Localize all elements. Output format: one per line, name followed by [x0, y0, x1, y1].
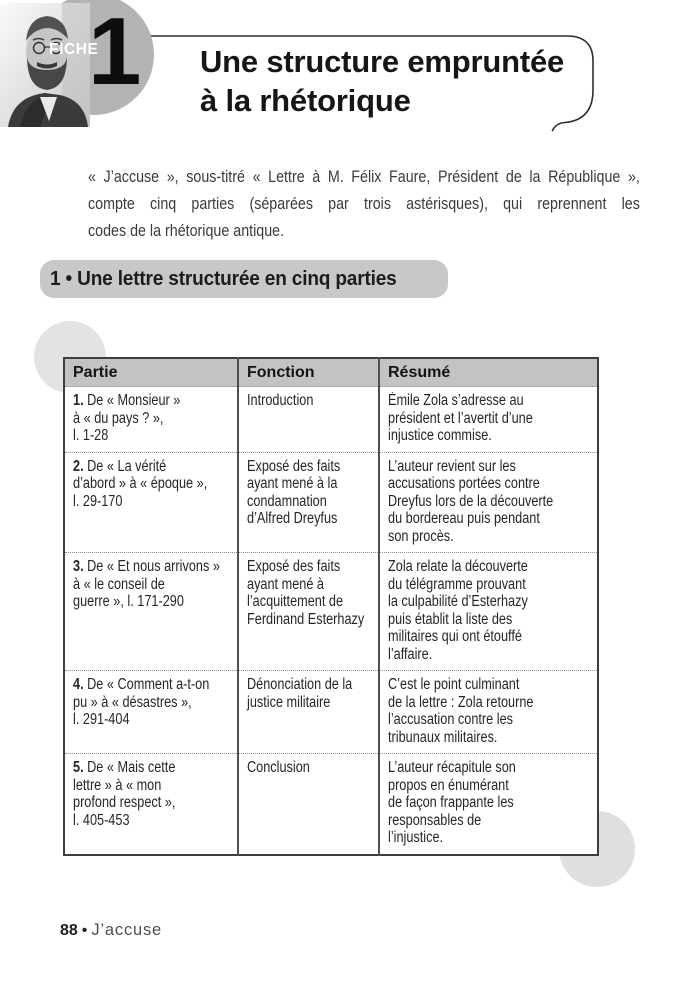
page-title: Une structure empruntée à la rhétorique: [200, 42, 564, 120]
fiche-number: 1: [88, 0, 142, 105]
cell-partie: 2. De « La vérité d’abord » à « époque »…: [64, 451, 238, 553]
cell-resume: Zola relate la découverte du télégramme …: [378, 552, 598, 671]
cell-fonction: Introduction: [237, 386, 379, 452]
structure-table-container: Partie Fonction Résumé 1. De « Monsieur …: [63, 357, 599, 856]
title-bubble-outline: [149, 35, 594, 132]
page-title-line2: à la rhétorique: [200, 83, 411, 118]
intro-line: « J’accuse », sous-titré « Lettre à M. F…: [88, 167, 640, 186]
page-footer: 88 • J’accuse: [60, 919, 162, 942]
table-row: 3. De « Et nous arrivons » à « le consei…: [64, 552, 598, 671]
cell-partie: 1. De « Monsieur » à « du pays ? », l. 1…: [64, 386, 238, 452]
fiche-label: FICHE: [49, 41, 99, 58]
row-number: 3.: [73, 558, 84, 575]
row-number: 1.: [73, 392, 84, 409]
row-number: 4.: [73, 676, 84, 693]
column-header-fonction: Fonction: [237, 358, 379, 387]
table-header-row: Partie Fonction Résumé: [64, 358, 598, 387]
cell-fonction: Dénonciation de la justice militaire: [237, 670, 379, 754]
cell-resume: C’est le point culminant de la lettre : …: [378, 670, 598, 754]
structure-table: Partie Fonction Résumé 1. De « Monsieur …: [63, 357, 599, 856]
section-heading-pill: 1 • Une lettre structurée en cinq partie…: [40, 260, 448, 298]
column-header-partie: Partie: [64, 358, 238, 387]
page-number: 88: [60, 922, 78, 939]
column-header-resume: Résumé: [378, 358, 598, 387]
intro-line: codes de la rhétorique antique.: [88, 221, 285, 240]
cell-partie: 5. De « Mais cette lettre » à « mon prof…: [64, 753, 238, 855]
cell-fonction: Conclusion: [237, 753, 379, 855]
intro-line: compte cinq parties (séparées par trois …: [88, 194, 640, 213]
table-row: 2. De « La vérité d’abord » à « époque »…: [64, 451, 598, 553]
cell-partie: 4. De « Comment a-t-on pu » à « désastre…: [64, 670, 238, 754]
footer-separator: •: [81, 922, 88, 939]
cell-fonction: Exposé des faits ayant mené à l’acquitte…: [237, 552, 379, 671]
row-number: 2.: [73, 457, 84, 475]
row-number: 5.: [73, 759, 84, 776]
cell-resume: Émile Zola s’adresse au président et l’a…: [378, 386, 598, 452]
book-title: J’accuse: [91, 921, 163, 939]
table-row: 5. De « Mais cette lettre » à « mon prof…: [64, 753, 598, 855]
zola-portrait: [0, 3, 90, 127]
cell-fonction: Exposé des faits ayant mené à la condamn…: [237, 451, 379, 553]
intro-paragraph: « J’accuse », sous-titré « Lettre à M. F…: [88, 163, 640, 244]
structure-table-body: 1. De « Monsieur » à « du pays ? », l. 1…: [64, 386, 598, 855]
section-heading: 1 • Une lettre structurée en cinq partie…: [50, 267, 397, 290]
cell-resume: L’auteur revient sur les accusations por…: [378, 451, 598, 553]
page-title-line1: Une structure empruntée: [200, 44, 565, 79]
cell-partie: 3. De « Et nous arrivons » à « le consei…: [64, 552, 238, 671]
table-row: 4. De « Comment a-t-on pu » à « désastre…: [64, 670, 598, 754]
table-row: 1. De « Monsieur » à « du pays ? », l. 1…: [64, 386, 598, 452]
cell-resume: L’auteur récapitule son propos en énumér…: [378, 753, 598, 855]
